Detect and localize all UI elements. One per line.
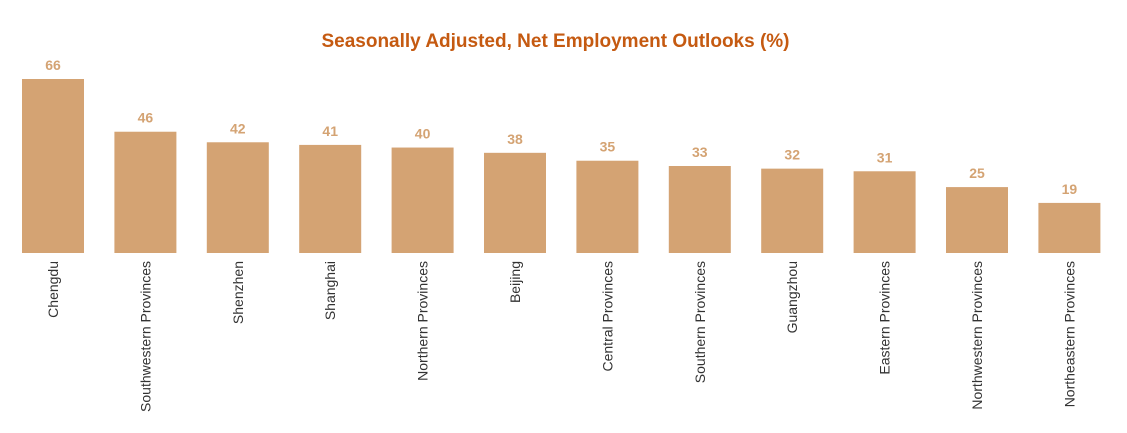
value-label-shenzhen: 42 <box>230 120 246 136</box>
bar-northern-provinces <box>391 147 454 253</box>
category-label-northwestern-provinces: Northwestern Provinces <box>969 261 985 410</box>
value-label-guangzhou: 32 <box>784 147 800 163</box>
value-label-northwestern-provinces: 25 <box>969 165 985 181</box>
category-label-eastern-provinces: Eastern Provinces <box>877 261 893 375</box>
value-label-central-provinces: 35 <box>600 139 616 155</box>
category-label-beijing: Beijing <box>507 261 523 303</box>
bar-guangzhou <box>761 168 824 253</box>
bar-southwestern-provinces <box>114 131 177 253</box>
category-label-chengdu: Chengdu <box>45 261 61 318</box>
value-label-eastern-provinces: 31 <box>877 149 893 165</box>
category-label-shanghai: Shanghai <box>322 261 338 320</box>
bar-eastern-provinces <box>853 171 916 253</box>
category-label-central-provinces: Central Provinces <box>599 261 615 372</box>
value-label-beijing: 38 <box>507 131 523 147</box>
category-label-northern-provinces: Northern Provinces <box>415 261 431 381</box>
chart-title: Seasonally Adjusted, Net Employment Outl… <box>321 31 790 52</box>
category-labels-group: Chengdu Southwestern Provinces Shenzhen Sha… <box>45 261 1077 412</box>
bar-beijing <box>484 152 546 253</box>
bar-southern-provinces <box>668 166 731 253</box>
category-label-southwestern-provinces: Southwestern Provinces <box>137 261 153 412</box>
value-label-northern-provinces: 40 <box>415 126 431 142</box>
category-label-guangzhou: Guangzhou <box>784 261 800 333</box>
category-label-southern-provinces: Southern Provinces <box>692 261 708 383</box>
bar-shenzhen <box>206 142 269 253</box>
bar-chengdu <box>22 79 84 253</box>
bar-central-provinces <box>576 160 639 253</box>
bar-shanghai <box>299 144 362 253</box>
bar-northeastern-provinces <box>1038 202 1101 253</box>
value-label-chengdu: 66 <box>45 57 61 73</box>
value-label-southern-provinces: 33 <box>692 144 708 160</box>
value-label-northeastern-provinces: 19 <box>1062 181 1078 197</box>
bars-group <box>22 79 1101 253</box>
value-labels-group: 66 46 42 41 40 38 35 33 32 31 25 19 <box>45 57 1077 197</box>
value-label-southwestern-provinces: 46 <box>138 110 154 126</box>
bar-northwestern-provinces <box>946 187 1008 253</box>
category-label-shenzhen: Shenzhen <box>230 261 246 324</box>
category-label-northeastern-provinces: Northeastern Provinces <box>1061 261 1077 407</box>
value-label-shanghai: 41 <box>322 123 338 139</box>
